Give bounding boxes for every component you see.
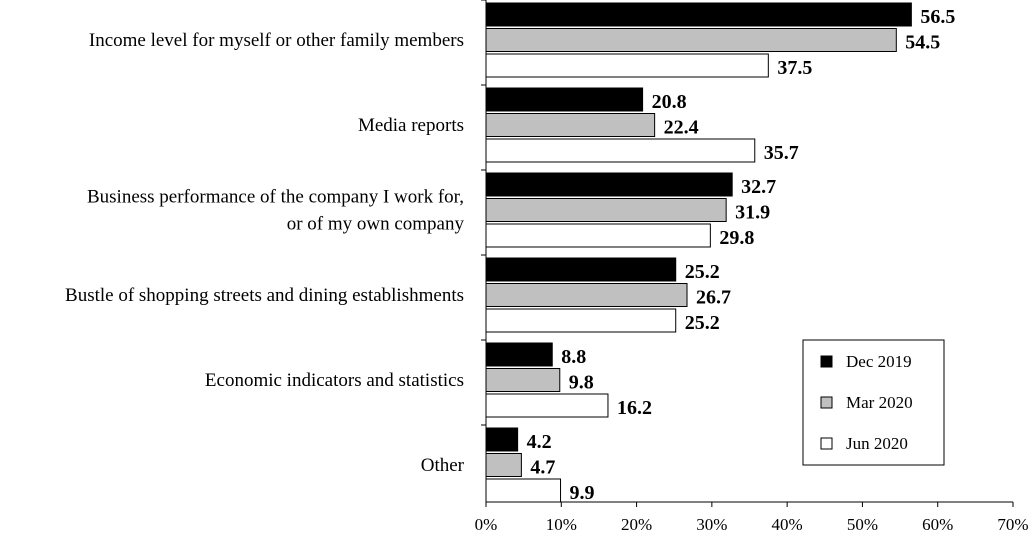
data-label: 16.2 (617, 397, 652, 419)
data-label: 25.2 (685, 312, 720, 334)
data-label: 26.7 (696, 287, 731, 309)
category-label: or of my own company (287, 214, 465, 235)
bar (485, 53, 769, 78)
x-tick-label: 0% (475, 515, 498, 534)
bar (485, 393, 609, 418)
category-label: Bustle of shopping streets and dining es… (65, 285, 464, 306)
x-tick-label: 60% (922, 515, 953, 534)
x-tick-label: 20% (621, 515, 652, 534)
legend: Dec 2019 Mar 2020 Jun 2020 (802, 339, 945, 466)
data-label: 35.7 (764, 142, 799, 164)
legend-swatch (820, 396, 833, 409)
data-label: 25.2 (685, 261, 720, 283)
data-label: 4.7 (530, 457, 555, 479)
data-label: 31.9 (735, 202, 770, 224)
x-tick-label: 70% (997, 515, 1028, 534)
data-label: 20.8 (652, 91, 687, 113)
bar (485, 342, 553, 367)
legend-label: Dec 2019 (846, 352, 912, 371)
bar (485, 113, 656, 137)
data-label: 29.8 (719, 227, 754, 249)
data-label: 54.5 (905, 32, 940, 54)
category-label: Income level for myself or other family … (89, 30, 464, 51)
x-tick-label: 50% (847, 515, 878, 534)
x-tick-label: 40% (772, 515, 803, 534)
bar (485, 198, 727, 222)
data-label: 37.5 (777, 57, 812, 79)
bar (485, 2, 912, 27)
bar (485, 427, 519, 452)
bar (485, 453, 522, 477)
bar (485, 478, 562, 503)
bar (485, 283, 688, 307)
x-tick-label: 30% (696, 515, 727, 534)
data-label: 32.7 (741, 176, 776, 198)
bar (485, 138, 756, 163)
bar (485, 172, 733, 197)
data-label: 9.9 (570, 482, 595, 504)
data-label: 22.4 (664, 117, 699, 139)
data-label: 56.5 (920, 6, 955, 28)
bar (485, 368, 561, 392)
legend-swatch (820, 437, 833, 450)
data-label: 4.2 (527, 431, 552, 453)
bar (485, 28, 897, 52)
bar (485, 257, 677, 282)
category-label: Media reports (358, 115, 464, 136)
x-tick-label: 10% (546, 515, 577, 534)
bar (485, 223, 711, 248)
legend-swatch (820, 355, 833, 368)
legend-label: Jun 2020 (846, 434, 908, 453)
category-label: Other (421, 455, 465, 476)
data-label: 9.8 (569, 372, 594, 394)
bar (485, 308, 677, 333)
plot-area: 0% 10% 20% 30% 40% 50% 60% 70% 56.5 54.5 37.5 Incom… (65, 0, 1029, 534)
bar (485, 87, 644, 112)
category-label: Business performance of the company I wo… (87, 187, 464, 208)
data-label: 8.8 (561, 346, 586, 368)
legend-label: Mar 2020 (846, 393, 913, 412)
category-label: Economic indicators and statistics (205, 370, 464, 391)
